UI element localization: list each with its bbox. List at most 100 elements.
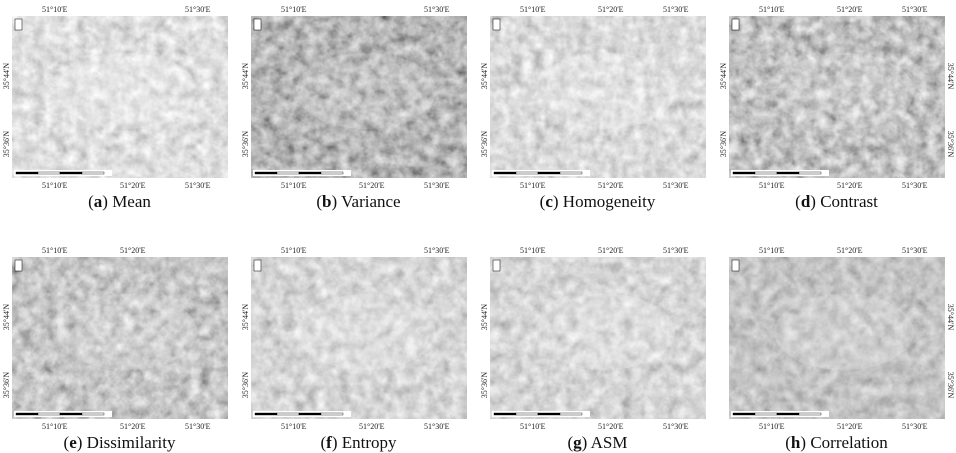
top-lon-label: 51°30'E — [424, 5, 450, 14]
left-lat-label: 35°36'N — [480, 131, 489, 158]
urban-area — [535, 294, 675, 370]
scale-bar-seg — [38, 172, 60, 174]
bottom-lon-label: 51°20'E — [359, 422, 385, 431]
caption-letter: b — [322, 192, 331, 211]
top-lon-label: 51°10'E — [759, 5, 785, 14]
scale-bar-seg — [560, 172, 582, 174]
scale-bar-seg — [733, 413, 755, 415]
top-lon-label: 51°20'E — [598, 246, 624, 255]
top-lon-label: 51°30'E — [424, 246, 450, 255]
map: 51°10'E51°20'E51°10'E51°20'E51°30'E35°44… — [0, 241, 239, 433]
caption-letter: a — [94, 192, 103, 211]
right-lat-label: 35°44'N — [946, 304, 955, 331]
north-arrow — [732, 19, 739, 30]
right-lat-label: 35°36'N — [946, 131, 955, 158]
right-lat-label: 35°44'N — [946, 63, 955, 90]
left-lat-label: 35°44'N — [719, 63, 728, 90]
scale-bar-seg — [777, 172, 799, 174]
urban-area — [774, 53, 914, 129]
scale-bar-seg — [82, 172, 104, 174]
scale-bar-seg — [321, 172, 343, 174]
left-lat-label: 35°36'N — [241, 131, 250, 158]
bottom-lon-label: 51°20'E — [120, 422, 146, 431]
north-arrow — [15, 260, 22, 271]
top-lon-label: 51°20'E — [598, 5, 624, 14]
caption-letter: d — [801, 192, 810, 211]
top-lon-label: 51°30'E — [902, 246, 928, 255]
caption-name: Correlation — [810, 433, 887, 452]
right-lat-label: 35°36'N — [946, 372, 955, 399]
top-lon-label: 51°30'E — [902, 5, 928, 14]
map: 51°10'E51°20'E51°30'E51°10'E51°20'E51°30… — [478, 0, 717, 192]
bottom-lon-label: 51°30'E — [424, 422, 450, 431]
caption-letter: e — [69, 433, 77, 452]
bottom-lon-label: 51°30'E — [902, 181, 928, 190]
scale-bar-seg — [321, 413, 343, 415]
bottom-lon-label: 51°20'E — [598, 422, 624, 431]
left-lat-label: 35°36'N — [2, 131, 11, 158]
caption-letter: g — [573, 433, 582, 452]
left-lat-label: 35°44'N — [480, 63, 489, 90]
caption-name: Variance — [341, 192, 400, 211]
scale-bar-seg — [60, 413, 82, 415]
caption-name: Dissimilarity — [87, 433, 176, 452]
top-lon-label: 51°10'E — [281, 246, 307, 255]
left-lat-label: 35°44'N — [480, 304, 489, 331]
panel: 51°10'E51°20'E51°30'E51°10'E51°20'E51°30… — [478, 0, 717, 226]
caption-name: Homogeneity — [563, 192, 656, 211]
caption-name: Entropy — [342, 433, 397, 452]
bottom-lon-label: 51°10'E — [281, 422, 307, 431]
left-lat-label: 35°44'N — [241, 63, 250, 90]
urban-area — [296, 294, 436, 370]
left-lat-label: 35°36'N — [2, 372, 11, 399]
caption: (g) ASM — [478, 433, 717, 453]
caption: (d) Contrast — [717, 192, 956, 212]
top-lon-label: 51°30'E — [185, 5, 211, 14]
caption-name: Contrast — [820, 192, 878, 211]
left-lat-label: 35°44'N — [2, 304, 11, 331]
caption-close: ) — [332, 433, 338, 452]
scale-bar-seg — [60, 172, 82, 174]
caption: (b) Variance — [239, 192, 478, 212]
figure: 51°10'E 51°30'E 51°10'E 51°20'E 51°30'E 35°44… — [0, 0, 956, 453]
bottom-lon-label: 51°30'E — [185, 422, 211, 431]
caption: (c) Homogeneity — [478, 192, 717, 212]
scale-bar-seg — [799, 172, 821, 174]
north-arrow — [254, 19, 261, 30]
bottom-lon-label: 51°30'E — [663, 422, 689, 431]
caption-name: ASM — [591, 433, 628, 452]
scale-bar-seg — [82, 413, 104, 415]
scale-bar-seg — [538, 413, 560, 415]
top-lon-label: 51°10'E — [759, 246, 785, 255]
urban-area — [535, 53, 675, 129]
top-lon-label: 51°10'E — [281, 5, 307, 14]
bottom-lon-label: 51°30'E — [185, 181, 211, 190]
urban-area — [774, 294, 914, 370]
caption: (e) Dissimilarity — [0, 433, 239, 453]
scale-bar-seg — [755, 413, 777, 415]
bottom-lon-label: 51°10'E — [42, 422, 68, 431]
scale-bar-seg — [755, 172, 777, 174]
scale-bar-seg — [299, 413, 321, 415]
scale-bar-seg — [494, 413, 516, 415]
north-arrow — [493, 260, 500, 271]
top-lon-label: 51°30'E — [663, 5, 689, 14]
bottom-lon-label: 51°10'E — [42, 181, 68, 190]
scale-bar-seg — [277, 172, 299, 174]
scale-bar-seg — [38, 413, 60, 415]
bottom-lon-label: 51°20'E — [359, 181, 385, 190]
bottom-lon-label: 51°20'E — [837, 181, 863, 190]
caption-letter: h — [791, 433, 800, 452]
top-lon-label: 51°10'E — [42, 246, 68, 255]
top-lon-label: 51°10'E — [520, 5, 546, 14]
scale-bar-seg — [277, 413, 299, 415]
